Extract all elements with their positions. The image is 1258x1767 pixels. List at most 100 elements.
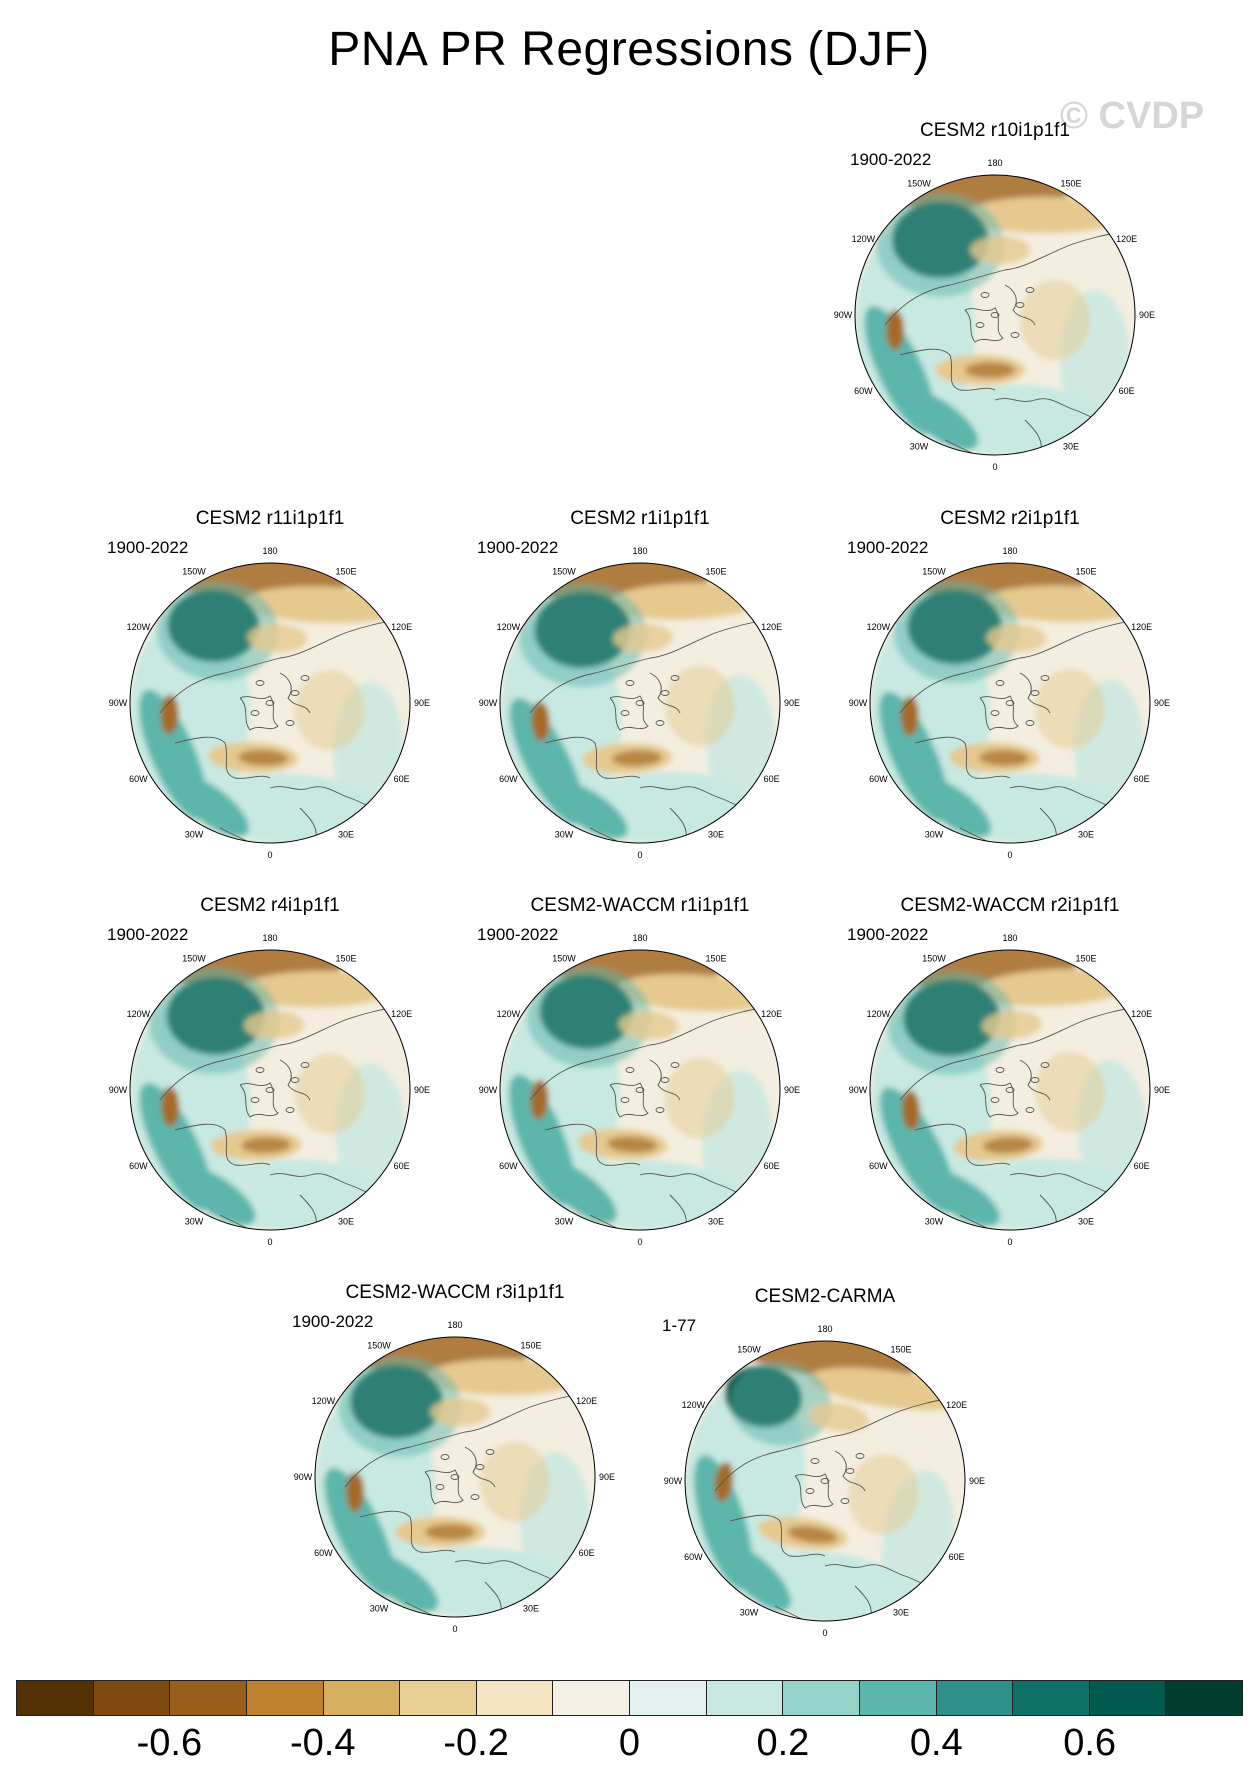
- field-blob: [346, 1472, 364, 1512]
- longitude-label: 150E: [520, 1340, 541, 1350]
- map-panel-8: 180 150E 120E 90E 60E 30E 0 30W 60W 90W 120W 150W C…: [270, 1282, 640, 1667]
- longitude-label: 120E: [761, 1009, 782, 1019]
- longitude-label: 150E: [890, 1344, 911, 1354]
- field-blob: [480, 1442, 550, 1522]
- longitude-label: 120E: [391, 1009, 412, 1019]
- longitude-label: 30W: [925, 830, 944, 840]
- field-blob: [809, 1367, 965, 1410]
- panel-title: CESM2-WACCM r2i1p1f1: [900, 895, 1120, 916]
- field-blob: [618, 1011, 679, 1040]
- field-blob: [887, 970, 1016, 1076]
- longitude-label: 120W: [127, 622, 151, 632]
- colorbar-swatch: [93, 1681, 171, 1715]
- field-blob: [160, 694, 179, 735]
- field-blob: [178, 1166, 256, 1226]
- field-blob: [542, 1160, 617, 1224]
- colorbar: [16, 1680, 1243, 1716]
- watermark: © CVDP: [1060, 95, 1205, 137]
- panel-title: CESM2-CARMA: [754, 1286, 896, 1307]
- field-blob: [893, 581, 1019, 684]
- longitude-label: 90W: [849, 698, 868, 708]
- longitude-label: 180: [1002, 933, 1017, 943]
- polar-map: 180 150E 120E 90E 60E 30E 0 30W 60W 90W 120W 150W: [664, 1324, 985, 1638]
- longitude-label: 0: [452, 1624, 457, 1634]
- field-blob: [915, 776, 992, 838]
- longitude-label: 90E: [599, 1472, 615, 1482]
- field-blob: [901, 390, 979, 450]
- map-panel-9: 180 150E 120E 90E 60E 30E 0 30W 60W 90W 120W 150W C…: [640, 1286, 1010, 1671]
- longitude-label: 90E: [414, 1085, 430, 1095]
- field-blob: [295, 1053, 366, 1134]
- longitude-label: 150E: [1075, 566, 1096, 576]
- colorbar-swatch: [17, 1681, 94, 1715]
- coastlines: [344, 1393, 581, 1617]
- field-blob: [665, 665, 736, 746]
- field-blob: [720, 1543, 792, 1611]
- panel-title: CESM2 r1i1p1f1: [570, 508, 710, 529]
- longitude-label: 120E: [576, 1396, 597, 1406]
- figure-title: PNA PR Regressions (DJF): [328, 23, 930, 76]
- longitude-label: 120E: [1131, 622, 1152, 632]
- longitude-label: 60W: [869, 1161, 888, 1171]
- colorbar-label: 0: [618, 1722, 641, 1764]
- longitude-label: 180: [632, 933, 647, 943]
- longitude-label: 180: [447, 1320, 462, 1330]
- panel-period: 1900-2022: [847, 538, 929, 557]
- map-panel-5: 180 150E 120E 90E 60E 30E 0 30W 60W 90W 120W 150W C…: [85, 895, 455, 1280]
- longitude-label: 90W: [479, 1085, 498, 1095]
- longitude-label: 180: [1002, 546, 1017, 556]
- field-blob: [425, 1524, 475, 1540]
- field-blob: [664, 1058, 735, 1139]
- colorbar-swatch: [1089, 1681, 1167, 1715]
- colorbar-swatch: [170, 1681, 247, 1715]
- longitude-label: 150E: [335, 953, 356, 963]
- field-blob: [518, 582, 647, 687]
- colorbar-swatch: [323, 1681, 401, 1715]
- field-blob: [240, 1137, 291, 1154]
- panel-period: 1900-2022: [847, 925, 929, 944]
- longitude-label: 150W: [922, 953, 946, 963]
- longitude-label: 60E: [1134, 774, 1150, 784]
- longitude-label: 120E: [1131, 1009, 1152, 1019]
- longitude-label: 90W: [834, 310, 853, 320]
- longitude-label: 30E: [708, 830, 724, 840]
- longitude-label: 30E: [338, 1217, 354, 1227]
- field-blob: [173, 775, 249, 837]
- longitude-label: 60E: [949, 1552, 965, 1562]
- colorbar-swatch: [859, 1681, 937, 1715]
- longitude-label: 60W: [684, 1552, 703, 1562]
- field-blob: [361, 1552, 439, 1612]
- longitude-label: 150E: [705, 566, 726, 576]
- field-blob: [921, 1169, 1000, 1227]
- longitude-label: 60E: [579, 1548, 595, 1558]
- longitude-label: 60W: [499, 774, 518, 784]
- longitude-label: 90E: [1154, 698, 1170, 708]
- longitude-label: 180: [262, 933, 277, 943]
- field-blob: [982, 1137, 1033, 1154]
- longitude-label: 90W: [294, 1472, 313, 1482]
- longitude-label: 0: [1007, 1237, 1012, 1247]
- field-blob: [848, 1454, 919, 1535]
- polar-map: 180 150E 120E 90E 60E 30E 0 30W 60W 90W 120W 150W: [849, 546, 1170, 860]
- longitude-label: 60W: [869, 774, 888, 784]
- field-blob: [531, 701, 550, 742]
- colorbar-swatch: [476, 1681, 554, 1715]
- field-blob: [243, 1010, 304, 1039]
- panel-title: CESM2 r10i1p1f1: [920, 120, 1070, 141]
- longitude-label: 30W: [370, 1604, 389, 1614]
- longitude-label: 150W: [182, 953, 206, 963]
- longitude-label: 150E: [335, 566, 356, 576]
- longitude-label: 60W: [129, 774, 148, 784]
- longitude-label: 30E: [338, 830, 354, 840]
- map-panel-3: 180 150E 120E 90E 60E 30E 0 30W 60W 90W 120W 150W C…: [455, 508, 825, 893]
- longitude-label: 120W: [682, 1400, 706, 1410]
- longitude-label: 150W: [367, 1340, 391, 1350]
- longitude-label: 60E: [1134, 1161, 1150, 1171]
- longitude-label: 30E: [708, 1217, 724, 1227]
- longitude-label: 60E: [764, 774, 780, 784]
- longitude-label: 180: [817, 1324, 832, 1334]
- panel-title: CESM2-WACCM r1i1p1f1: [530, 895, 750, 916]
- longitude-label: 150W: [922, 566, 946, 576]
- field-blob: [612, 623, 673, 652]
- field-blob: [607, 1136, 658, 1153]
